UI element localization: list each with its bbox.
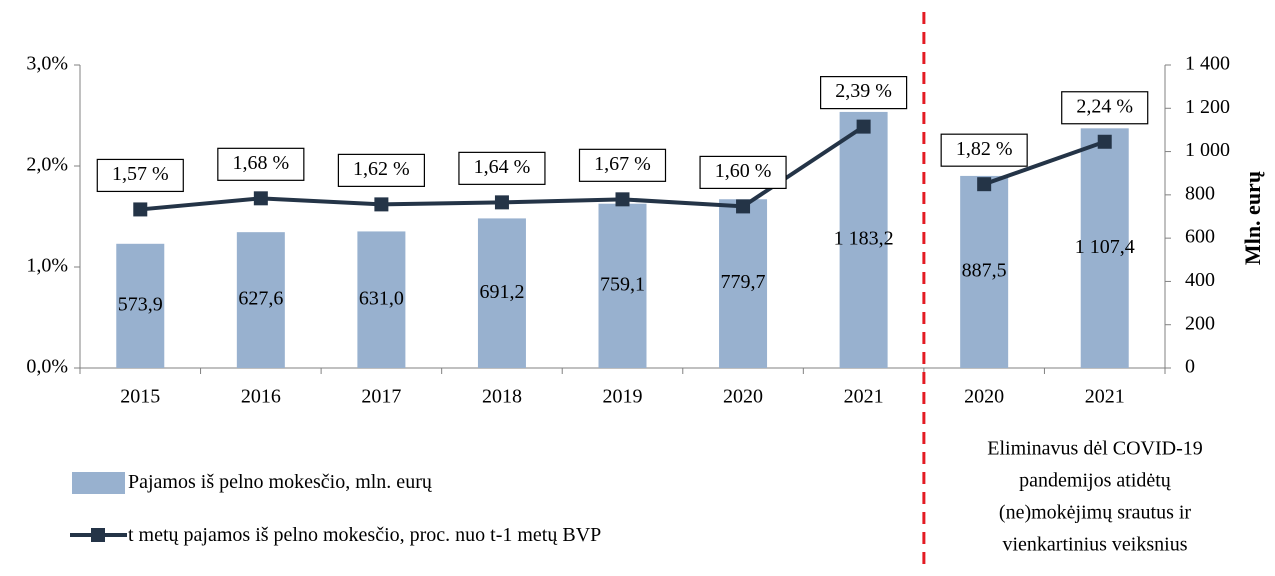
marker [1097,134,1112,149]
marker [977,177,992,192]
bar-value-label: 1 107,4 [1075,236,1135,258]
line [983,139,1106,187]
bar-value-label: 691,2 [479,281,524,303]
marker [615,192,630,207]
x-tick-label: 2020 [723,386,763,408]
y2-tick-label: 1 400 [1185,53,1230,75]
legend-marker [91,528,105,542]
bar-value-label: 631,0 [359,287,404,309]
bar-value-label: 887,5 [962,260,1007,282]
line-value-label: 1,60 % [715,160,772,182]
bar [116,243,165,368]
y2-axis-title: Mln. eurų [1240,171,1265,265]
x-tick-label: 2016 [241,386,281,408]
bar-value-label: 1 183,2 [834,228,894,250]
line-value-label: 2,24 % [1076,95,1133,117]
x-tick-label: 2019 [603,386,643,408]
marker [133,202,148,217]
bar [839,111,888,368]
y2-tick-label: 600 [1185,226,1215,248]
marker [494,195,509,210]
legend-swatch [72,472,125,494]
y2-tick-label: 200 [1185,312,1215,334]
value-label-box [96,158,184,193]
y-tick-label: 3,0% [26,53,68,75]
bar-value-label: 573,9 [118,293,163,315]
x-tick-label: 2021 [844,386,884,408]
value-label-box [578,148,667,182]
bar [236,232,285,368]
line-value-label: 1,62 % [353,158,410,180]
y2-tick-label: 800 [1185,182,1215,204]
bar [477,218,526,368]
bar-value-label: 779,7 [721,271,766,293]
x-tick-label: 2021 [1085,386,1125,408]
value-label-box [458,151,546,185]
legend-label: Pajamos iš pelno mokesčio, mln. eurų [128,471,432,493]
bar-value-label: 759,1 [600,273,645,295]
annotation: vienkartinius veiksnius [1003,534,1188,556]
annotation: Eliminavus dėl COVID-19 [987,438,1203,460]
line-value-label: 1,64 % [474,156,531,178]
marker [856,119,871,134]
bar [357,231,406,368]
line-value-label: 1,67 % [594,153,651,175]
y2-tick-label: 1 000 [1185,139,1230,161]
y2-tick-label: 400 [1185,269,1215,291]
value-label-box [940,133,1028,167]
y2-tick-label: 0 [1185,356,1195,378]
bar-value-label: 627,6 [238,288,283,310]
bar [960,175,1009,368]
legend-label: t metų pajamos iš pelno mokesčio, proc. … [128,524,602,546]
line-value-label: 1,68 % [232,152,289,174]
annotation: (ne)mokėjimų srautus ir [999,502,1192,524]
y2-tick-label: 1 200 [1185,96,1230,118]
value-label-box [820,76,908,110]
bar [719,199,768,368]
line-value-label: 1,57 % [112,163,169,185]
value-label-box [217,147,305,181]
line-value-label: 1,82 % [956,138,1013,160]
marker [736,199,751,214]
value-label-box [337,153,425,187]
x-tick-label: 2020 [964,386,1004,408]
bar [598,203,647,368]
y-tick-label: 2,0% [26,154,68,176]
value-label-box [699,155,787,189]
x-tick-label: 2017 [361,386,401,408]
value-label-box [1061,91,1149,125]
marker [253,191,268,206]
x-tick-label: 2015 [120,386,160,408]
x-tick-label: 2018 [482,386,522,408]
marker [374,197,389,212]
annotation: pandemijos atidėtų [1019,470,1172,492]
y-tick-label: 0,0% [26,356,68,378]
bar [1080,128,1129,368]
line-value-label: 2,39 % [835,80,892,102]
y-tick-label: 1,0% [26,255,68,277]
